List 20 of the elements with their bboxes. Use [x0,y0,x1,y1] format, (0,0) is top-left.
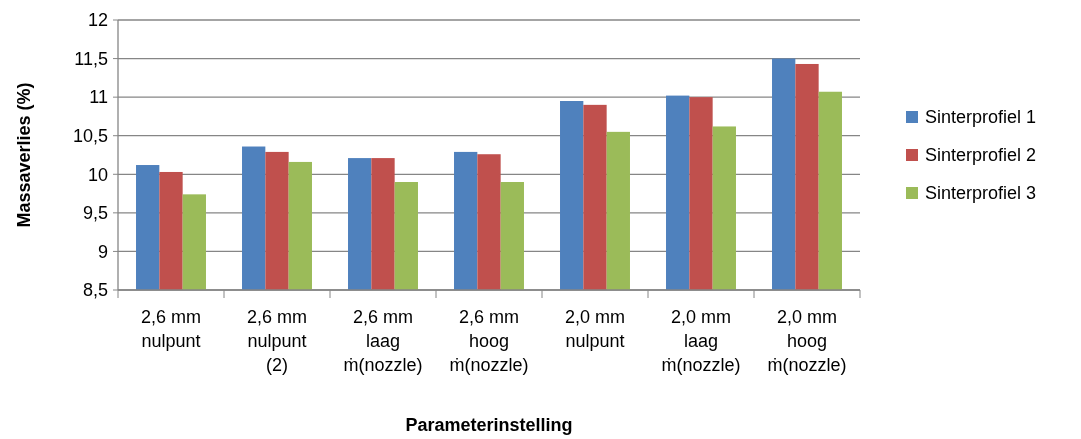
x-tick-label: 2,6 mm laag ṁ(nozzle) [343,307,423,375]
x-tick-label: 2,0 mm laag ṁ(nozzle) [661,307,741,375]
legend-label: Sinterprofiel 1 [925,107,1037,128]
y-tick-label: 8,5 [82,280,108,301]
y-tick-label: 10 [87,164,108,185]
y-tick-label: 11 [89,87,108,108]
legend-label: Sinterprofiel 3 [925,183,1037,204]
x-tick-label: 2,6 mm nulpunt [140,307,202,351]
x-tick-label: 2,0 mm hoog ṁ(nozzle) [767,307,847,375]
y-tick-label: 11,5 [74,48,108,69]
x-tick-label: 2,0 mm nulpunt [564,307,626,351]
legend-label: Sinterprofiel 2 [925,145,1037,166]
y-tick-label: 12 [87,10,108,31]
y-axis-title: Massaverlies (%) [14,82,34,228]
y-tick-label: 9 [97,241,108,262]
x-tick-label: 2,6 mm hoog ṁ(nozzle) [449,307,529,375]
x-tick-label: 2,6 mm nulpunt (2) [246,307,308,375]
x-axis-title: Parameterinstelling [405,415,573,435]
y-tick-label: 10,5 [72,126,108,147]
y-tick-label: 9,5 [82,203,108,224]
